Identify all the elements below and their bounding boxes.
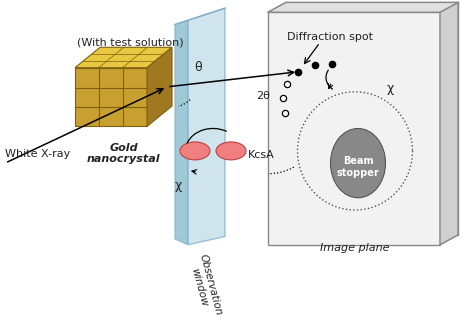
Ellipse shape (180, 142, 210, 160)
Text: White X-ray: White X-ray (5, 149, 70, 159)
Ellipse shape (330, 128, 385, 198)
Text: Image plane: Image plane (320, 243, 390, 253)
Text: χ: χ (174, 179, 182, 192)
Text: Gold
nanocrystal: Gold nanocrystal (87, 143, 160, 164)
Text: KcsA: KcsA (248, 150, 275, 160)
Polygon shape (147, 47, 172, 126)
Polygon shape (268, 12, 440, 245)
Text: 2θ: 2θ (256, 91, 270, 101)
Text: θ: θ (194, 61, 201, 74)
Text: Observation
window: Observation window (186, 253, 224, 320)
Polygon shape (440, 3, 458, 245)
Text: Beam
stopper: Beam stopper (337, 156, 379, 178)
Polygon shape (75, 47, 172, 68)
Ellipse shape (216, 142, 246, 160)
Text: χ: χ (387, 82, 394, 95)
Polygon shape (268, 3, 458, 12)
Text: (With test solution): (With test solution) (77, 37, 183, 47)
Polygon shape (188, 8, 225, 245)
Polygon shape (175, 20, 188, 245)
Polygon shape (75, 68, 147, 126)
Text: Diffraction spot: Diffraction spot (287, 32, 373, 42)
